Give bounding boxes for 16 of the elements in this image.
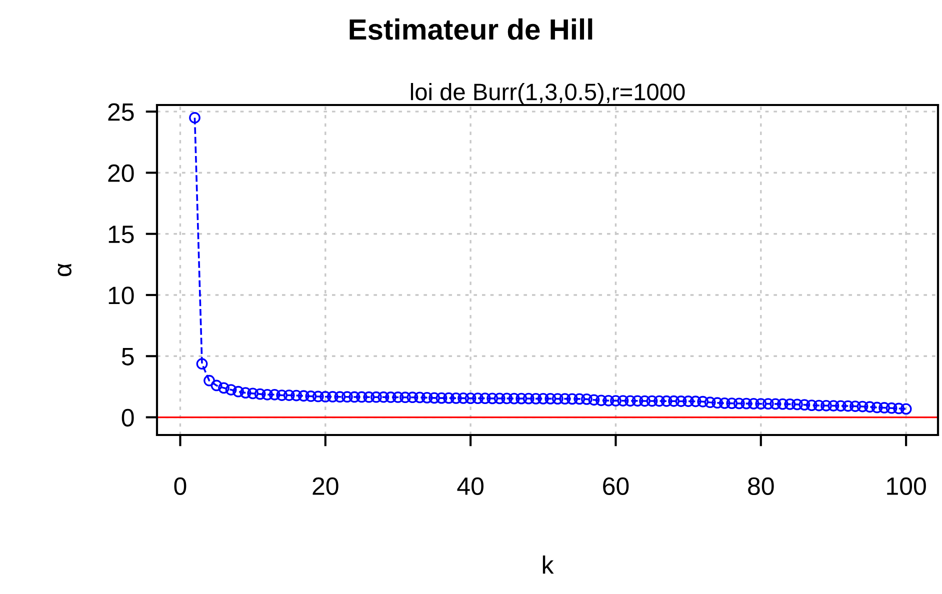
x-tick-label: 80 [748,477,774,496]
x-tick-label: 0 [174,477,186,496]
y-tick-label: 15 [108,226,134,244]
x-tick-label: 100 [887,477,926,496]
x-tick-label: 20 [312,477,338,496]
x-axis-title: k [542,556,554,574]
chart-subtitle: loi de Burr(1,3,0.5),r=1000 [410,82,685,105]
y-axis-title: α [58,263,72,276]
y-tick-label: 20 [108,164,134,182]
x-tick-label: 60 [603,477,629,496]
x-tick-label: 40 [457,477,484,496]
y-tick-label: 0 [122,408,134,427]
chart-title: Estimateur de Hill [350,18,592,40]
y-tick-label: 5 [122,348,134,366]
y-tick-label: 10 [108,286,134,304]
y-tick-label: 25 [108,103,134,121]
